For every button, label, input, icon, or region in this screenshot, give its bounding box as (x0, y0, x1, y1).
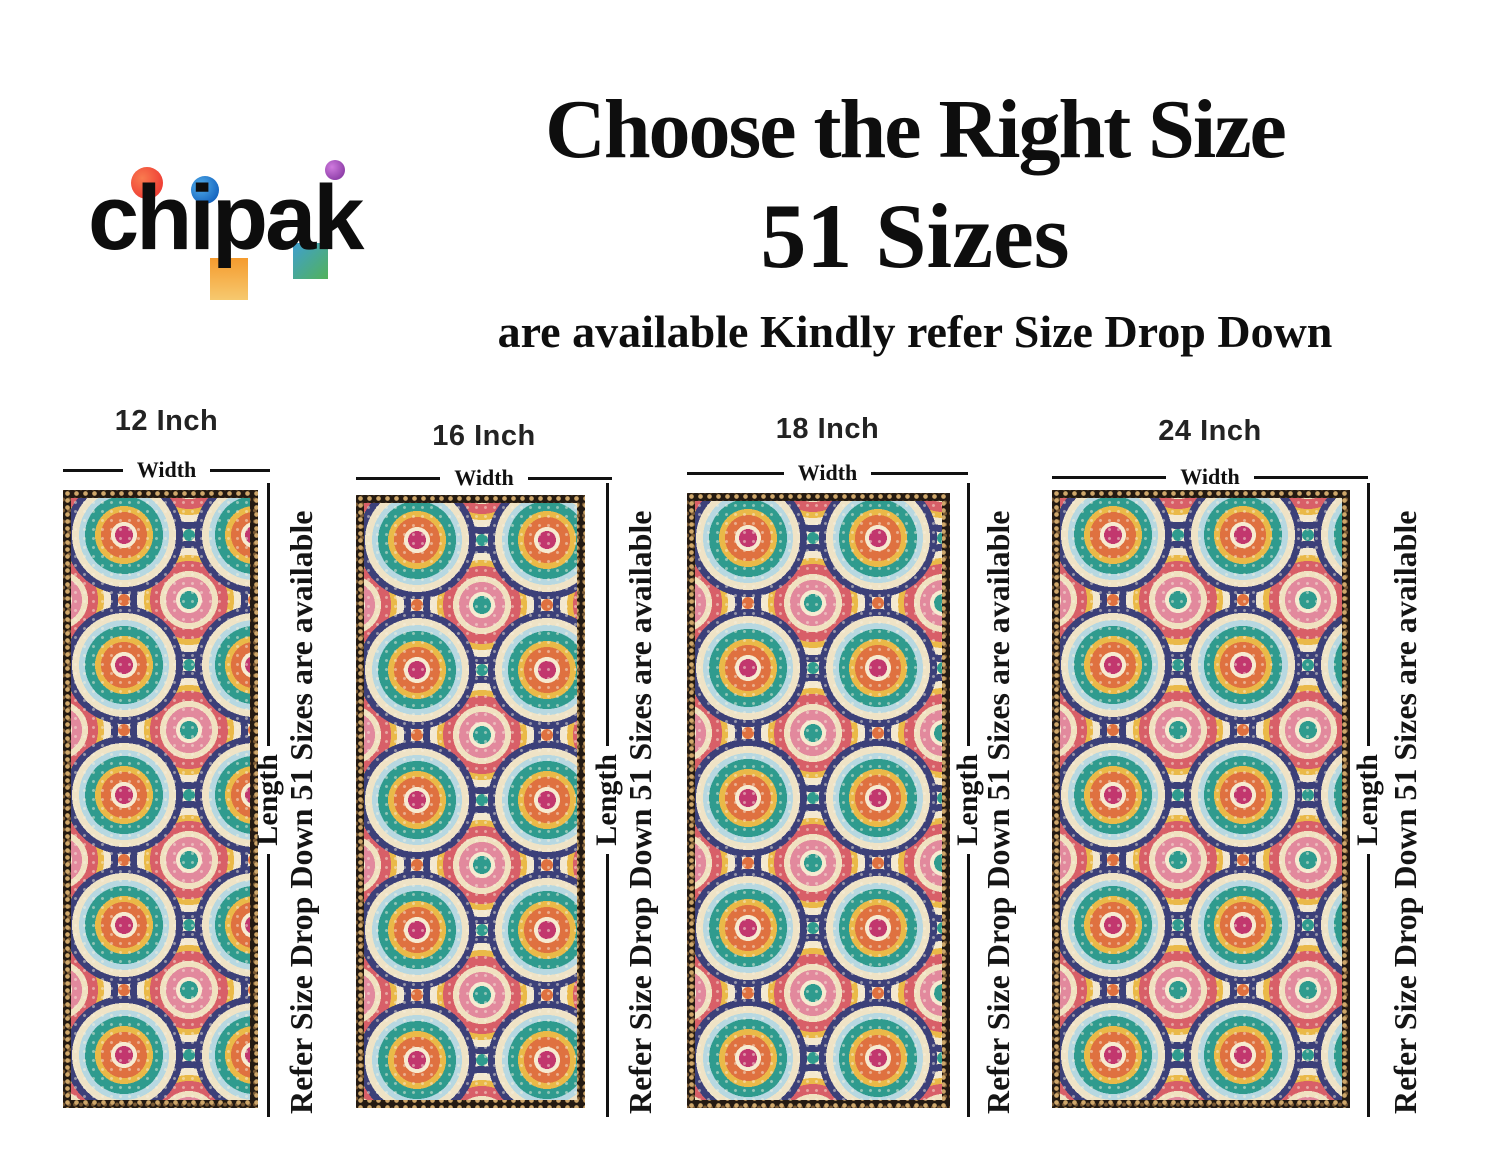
length-dimension: Length (251, 483, 284, 1117)
size-note: Refer Size Drop Down 51 Sizes are availa… (1387, 510, 1423, 1115)
fabric-swatch-image (687, 493, 950, 1108)
fabric-swatch-image (356, 495, 585, 1108)
width-line-right (210, 468, 271, 472)
width-label: Width (136, 457, 197, 482)
length-line-top (605, 483, 609, 747)
width-line-right (1253, 475, 1369, 479)
width-label: Width (797, 460, 858, 485)
logo-square-green (293, 243, 328, 279)
width-label: Width (454, 465, 514, 490)
size-panel-24-inch: 24 Inch Width Length Refer Size Drop Dow… (1052, 405, 1447, 1150)
logo-dot-blue (191, 176, 219, 204)
size-note: Refer Size Drop Down 51 Sizes are availa… (980, 510, 1016, 1115)
mandala-pattern (364, 503, 577, 1100)
width-dimension: Width (356, 461, 613, 495)
width-label: Width (1180, 464, 1240, 489)
length-dimension: Length (1351, 483, 1384, 1117)
width-line-right (527, 476, 613, 480)
size-note: Refer Size Drop Down 51 Sizes are availa… (622, 510, 658, 1115)
width-line-left (687, 471, 784, 475)
length-line-bottom (605, 853, 609, 1117)
fabric-swatch-image (63, 490, 258, 1108)
length-line-bottom (266, 853, 270, 1117)
length-line-bottom (1366, 853, 1370, 1117)
size-panel-18-inch: 18 Inch Width Length Refer Size Drop Dow… (687, 405, 1022, 1150)
width-line-right (871, 471, 969, 475)
length-line-top (1366, 483, 1370, 747)
size-note: Refer Size Drop Down 51 Sizes are availa… (283, 510, 319, 1115)
logo-dot-purple (325, 160, 345, 180)
length-line-bottom (966, 853, 970, 1117)
length-label: Length (590, 754, 623, 846)
width-line-left (63, 468, 123, 472)
headline-subtitle: are available Kindly refer Size Drop Dow… (497, 306, 1333, 357)
panel-size-label: 12 Inch (114, 405, 219, 437)
length-dimension: Length (590, 483, 623, 1117)
length-line-top (266, 483, 270, 747)
width-dimension: Width (1052, 460, 1369, 494)
width-dimension: Width (687, 456, 969, 490)
size-panel-12-inch: 12 Inch Width Length Refer Size Drop Dow… (63, 405, 323, 1150)
mandala-pattern (71, 498, 250, 1100)
logo-square-orange (210, 258, 248, 300)
panel-size-label: 16 Inch (432, 420, 536, 452)
chipak-logo: chipak (85, 148, 405, 318)
mandala-pattern (695, 501, 942, 1100)
fabric-swatch-image (1052, 490, 1350, 1108)
panel-size-label: 24 Inch (1158, 415, 1262, 447)
logo-wordmark: chipak (88, 167, 364, 269)
width-line-left (356, 476, 441, 480)
width-dimension: Width (63, 453, 271, 487)
panel-size-label: 18 Inch (775, 413, 880, 445)
logo-dot-orange (131, 167, 163, 199)
width-line-left (1052, 475, 1167, 479)
headline-title: Choose the Right Size (545, 83, 1287, 176)
length-dimension: Length (951, 483, 984, 1117)
mandala-pattern (1060, 498, 1342, 1100)
length-label: Length (1351, 754, 1384, 846)
length-label: Length (251, 754, 284, 846)
length-line-top (966, 483, 970, 747)
headline-size-count: 51 Sizes (760, 185, 1070, 287)
size-panel-16-inch: 16 Inch Width Length Refer Size Drop Dow… (356, 405, 666, 1150)
